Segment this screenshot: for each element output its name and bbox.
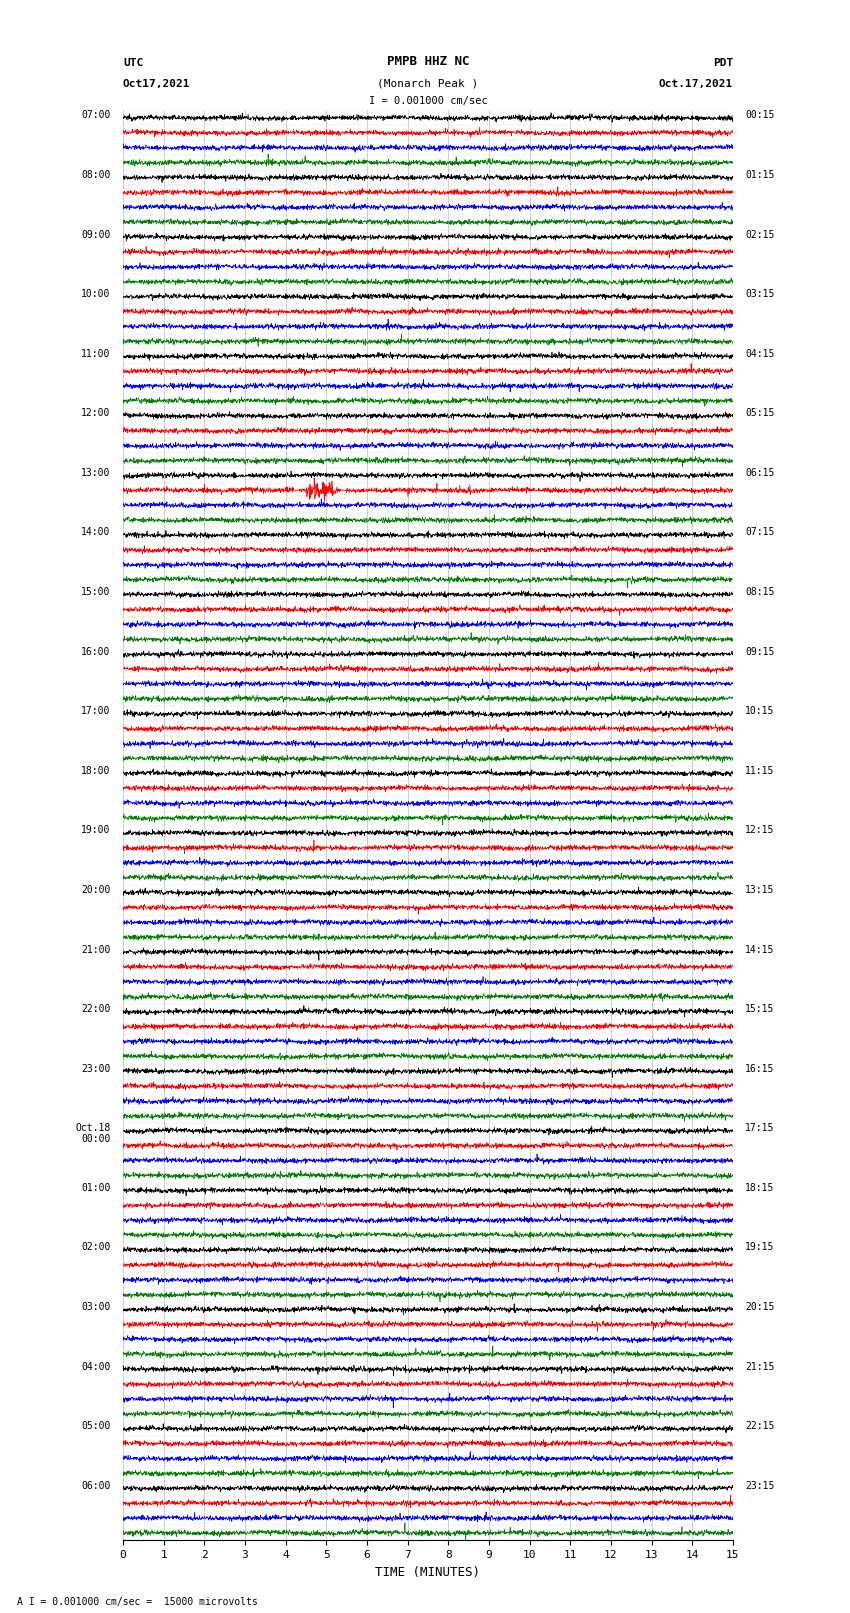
- X-axis label: TIME (MINUTES): TIME (MINUTES): [376, 1566, 480, 1579]
- Text: 23:15: 23:15: [745, 1481, 774, 1490]
- Text: 04:00: 04:00: [82, 1361, 111, 1371]
- Text: 13:00: 13:00: [82, 468, 111, 477]
- Text: 05:15: 05:15: [745, 408, 774, 418]
- Text: 06:15: 06:15: [745, 468, 774, 477]
- Text: 20:15: 20:15: [745, 1302, 774, 1311]
- Text: Oct17,2021: Oct17,2021: [123, 79, 190, 89]
- Text: 06:00: 06:00: [82, 1481, 111, 1490]
- Text: 14:15: 14:15: [745, 945, 774, 955]
- Text: 23:00: 23:00: [82, 1063, 111, 1074]
- Text: PDT: PDT: [712, 58, 733, 68]
- Text: 08:15: 08:15: [745, 587, 774, 597]
- Text: 14:00: 14:00: [82, 527, 111, 537]
- Text: (Monarch Peak ): (Monarch Peak ): [377, 79, 479, 89]
- Text: 20:00: 20:00: [82, 886, 111, 895]
- Text: Oct.18
00:00: Oct.18 00:00: [76, 1123, 110, 1144]
- Text: 03:15: 03:15: [745, 289, 774, 298]
- Text: I = 0.001000 cm/sec: I = 0.001000 cm/sec: [369, 97, 487, 106]
- Text: 11:00: 11:00: [82, 348, 111, 358]
- Text: 10:15: 10:15: [745, 706, 774, 716]
- Text: 15:00: 15:00: [82, 587, 111, 597]
- Text: 01:00: 01:00: [82, 1182, 111, 1194]
- Text: 11:15: 11:15: [745, 766, 774, 776]
- Text: 10:00: 10:00: [82, 289, 111, 298]
- Text: 19:15: 19:15: [745, 1242, 774, 1252]
- Text: 02:15: 02:15: [745, 229, 774, 240]
- Text: 08:00: 08:00: [82, 169, 111, 181]
- Text: 17:15: 17:15: [745, 1123, 774, 1134]
- Text: 13:15: 13:15: [745, 886, 774, 895]
- Text: Oct.17,2021: Oct.17,2021: [659, 79, 733, 89]
- Text: 17:00: 17:00: [82, 706, 111, 716]
- Text: 16:00: 16:00: [82, 647, 111, 656]
- Text: 07:15: 07:15: [745, 527, 774, 537]
- Text: 09:15: 09:15: [745, 647, 774, 656]
- Text: 01:15: 01:15: [745, 169, 774, 181]
- Text: 15:15: 15:15: [745, 1005, 774, 1015]
- Text: 21:00: 21:00: [82, 945, 111, 955]
- Text: PMPB HHZ NC: PMPB HHZ NC: [387, 55, 469, 68]
- Text: 05:00: 05:00: [82, 1421, 111, 1431]
- Text: 02:00: 02:00: [82, 1242, 111, 1252]
- Text: 12:15: 12:15: [745, 826, 774, 836]
- Text: 07:00: 07:00: [82, 110, 111, 121]
- Text: 18:00: 18:00: [82, 766, 111, 776]
- Text: 19:00: 19:00: [82, 826, 111, 836]
- Text: 16:15: 16:15: [745, 1063, 774, 1074]
- Text: 03:00: 03:00: [82, 1302, 111, 1311]
- Text: 18:15: 18:15: [745, 1182, 774, 1194]
- Text: 21:15: 21:15: [745, 1361, 774, 1371]
- Text: UTC: UTC: [123, 58, 143, 68]
- Text: 22:15: 22:15: [745, 1421, 774, 1431]
- Text: A I = 0.001000 cm/sec =  15000 microvolts: A I = 0.001000 cm/sec = 15000 microvolts: [17, 1597, 258, 1607]
- Text: 04:15: 04:15: [745, 348, 774, 358]
- Text: 22:00: 22:00: [82, 1005, 111, 1015]
- Text: 12:00: 12:00: [82, 408, 111, 418]
- Text: 09:00: 09:00: [82, 229, 111, 240]
- Text: 00:15: 00:15: [745, 110, 774, 121]
